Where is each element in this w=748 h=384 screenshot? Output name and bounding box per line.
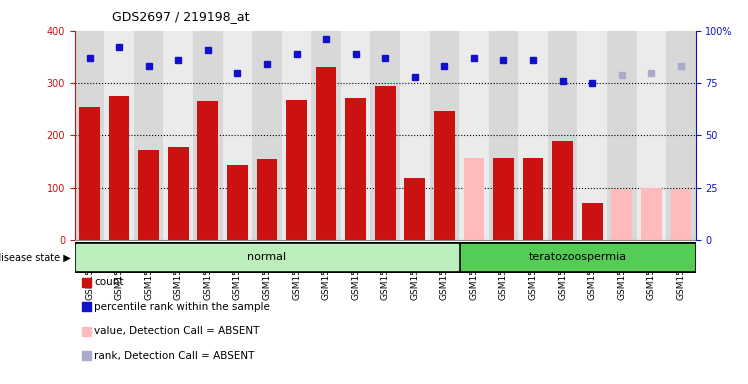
Bar	[464, 158, 484, 240]
Bar	[164, 31, 193, 240]
Bar	[670, 189, 691, 240]
Bar	[607, 31, 637, 240]
Bar	[79, 107, 100, 240]
Text: value, Detection Call = ABSENT: value, Detection Call = ABSENT	[94, 326, 260, 336]
Bar	[611, 189, 632, 240]
Text: GDS2697 / 219198_at: GDS2697 / 219198_at	[112, 10, 250, 23]
Bar	[493, 158, 514, 240]
Bar	[76, 244, 458, 270]
Bar	[108, 96, 129, 240]
Text: normal: normal	[248, 252, 286, 262]
Bar	[227, 165, 248, 240]
Bar	[405, 178, 425, 240]
Bar	[252, 31, 282, 240]
Bar	[488, 31, 518, 240]
Bar	[400, 31, 429, 240]
Bar	[548, 31, 577, 240]
Bar	[286, 100, 307, 240]
Bar	[370, 31, 400, 240]
Bar	[523, 158, 543, 240]
Bar	[197, 101, 218, 240]
Bar	[346, 98, 366, 240]
Text: disease state ▶: disease state ▶	[0, 252, 71, 262]
Text: percentile rank within the sample: percentile rank within the sample	[94, 302, 270, 312]
Bar	[641, 188, 662, 240]
Bar	[637, 31, 666, 240]
Bar	[134, 31, 164, 240]
Bar	[375, 86, 396, 240]
Bar	[582, 204, 603, 240]
Bar	[223, 31, 252, 240]
Text: count: count	[94, 277, 123, 287]
Bar	[552, 141, 573, 240]
Bar	[459, 31, 488, 240]
Bar	[461, 244, 694, 270]
Bar	[316, 67, 337, 240]
Text: rank, Detection Call = ABSENT: rank, Detection Call = ABSENT	[94, 351, 254, 361]
Bar	[193, 31, 223, 240]
Bar	[105, 31, 134, 240]
Text: teratozoospermia: teratozoospermia	[528, 252, 626, 262]
Bar	[577, 31, 607, 240]
Bar	[429, 31, 459, 240]
Bar	[138, 150, 159, 240]
Bar	[257, 159, 278, 240]
Bar	[75, 31, 105, 240]
Bar	[518, 31, 548, 240]
Bar	[311, 31, 341, 240]
Bar	[282, 31, 311, 240]
Bar	[434, 111, 455, 240]
Bar	[168, 147, 188, 240]
Bar	[341, 31, 370, 240]
Bar	[666, 31, 696, 240]
